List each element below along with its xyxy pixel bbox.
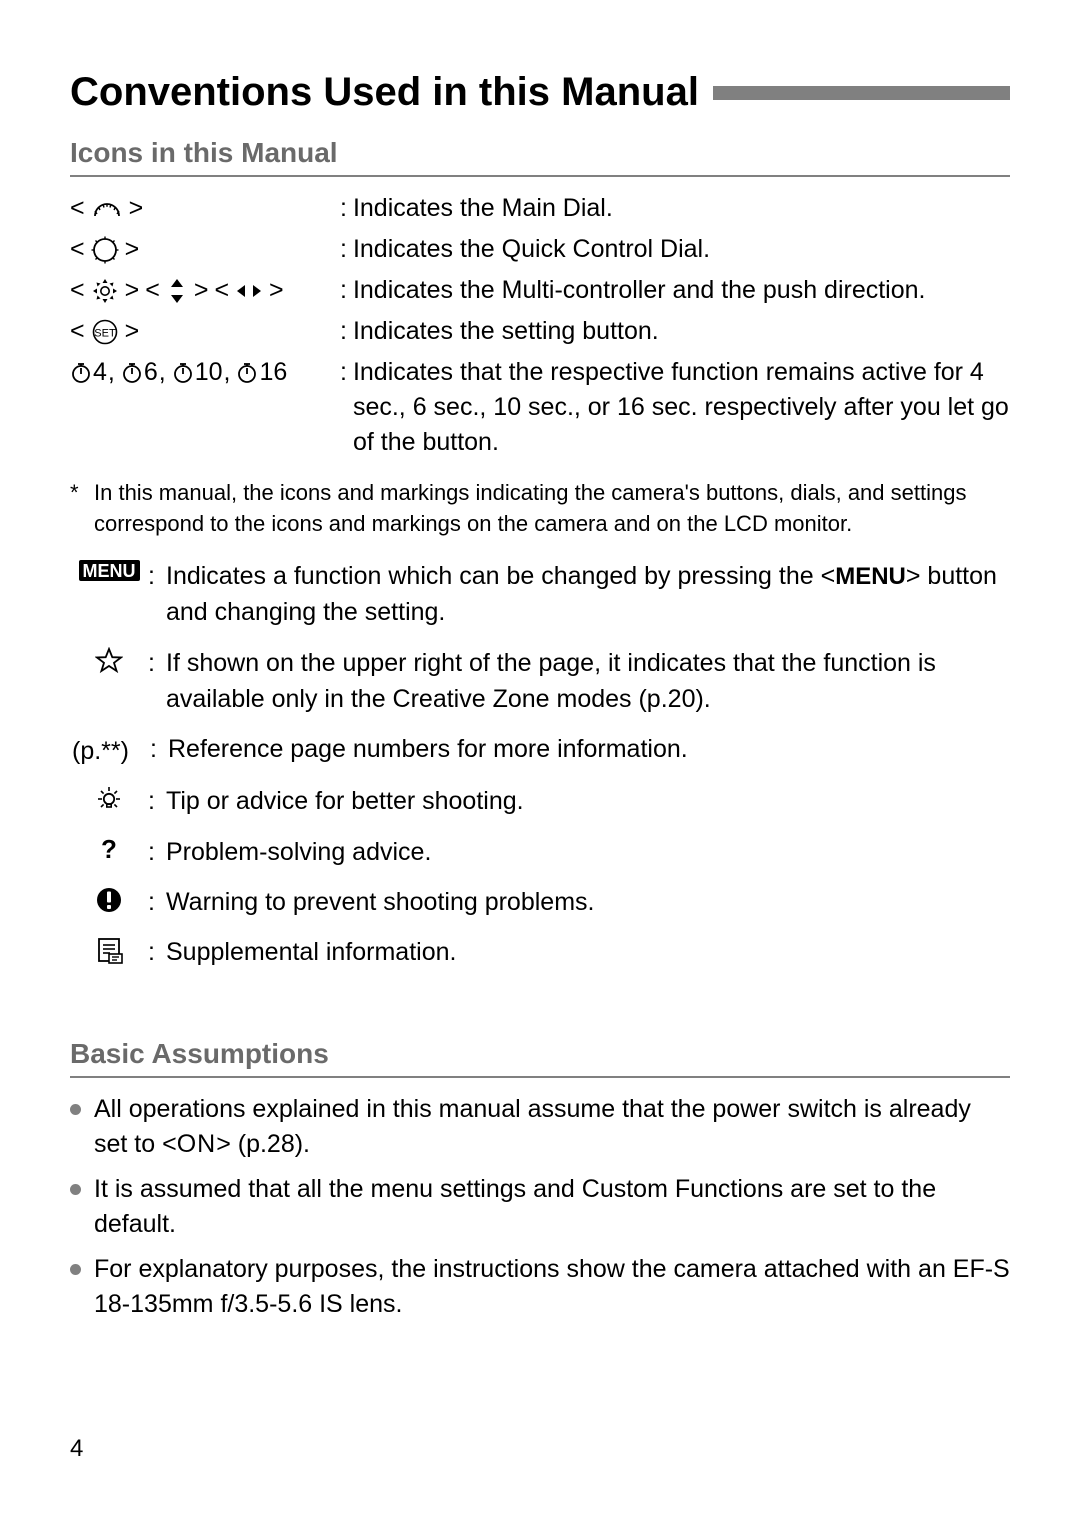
timer-label: 10: [195, 355, 223, 390]
sym-row-pageref: (p.**) : Reference page numbers for more…: [70, 731, 1010, 769]
footnote-text: In this manual, the icons and markings i…: [94, 478, 1010, 540]
star-icon: [95, 647, 123, 675]
def-desc: Indicates the setting button.: [353, 314, 1010, 349]
title-row: Conventions Used in this Manual: [70, 70, 1010, 115]
question-icon: [97, 836, 121, 864]
def-row-multi: < > < > < > : Indicates the Multi-contro…: [70, 273, 1010, 308]
timer-icon: [236, 361, 258, 385]
left-right-icon: [235, 280, 263, 302]
sym-desc: Supplemental information.: [166, 934, 1010, 970]
menu-icon: MENU: [79, 560, 140, 581]
assumptions-list: All operations explained in this manual …: [70, 1092, 1010, 1322]
bulb-icon: [95, 785, 123, 813]
main-dial-icon: [91, 198, 123, 220]
timer-icon: [121, 361, 143, 385]
on-glyph: ON: [177, 1130, 217, 1158]
note-icon: [95, 936, 123, 964]
sym-row-warning: : Warning to prevent shooting problems.: [70, 884, 1010, 920]
sym-desc: If shown on the upper right of the page,…: [166, 645, 1010, 718]
up-down-icon: [166, 277, 188, 305]
sym-row-star: : If shown on the upper right of the pag…: [70, 645, 1010, 718]
list-item: For explanatory purposes, the instructio…: [70, 1252, 1010, 1322]
def-row-timers: 4, 6, 10, 16 : Indicates that the respec…: [70, 355, 1010, 460]
page-number: 4: [70, 1435, 83, 1463]
warning-icon: [95, 886, 123, 914]
timer-label: 6: [144, 355, 158, 390]
page-title: Conventions Used in this Manual: [70, 70, 713, 115]
quick-control-dial-icon: [91, 236, 119, 264]
sym-desc: Problem-solving advice.: [166, 834, 1010, 870]
def-row-set: < > : Indicates the setting button.: [70, 314, 1010, 349]
timer-label: 4: [93, 355, 107, 390]
sym-desc: Warning to prevent shooting problems.: [166, 884, 1010, 920]
sym-desc: Tip or advice for better shooting.: [166, 783, 1010, 819]
sym-row-tip: : Tip or advice for better shooting.: [70, 783, 1010, 819]
def-desc: Indicates the Main Dial.: [353, 191, 1010, 226]
subheading-icons: Icons in this Manual: [70, 137, 1010, 177]
def-desc: Indicates that the respective function r…: [353, 355, 1010, 460]
sym-desc: Indicates a function which can be change…: [166, 558, 1010, 631]
sym-row-supplemental: : Supplemental information.: [70, 934, 1010, 970]
def-desc: Indicates the Quick Control Dial.: [353, 232, 1010, 267]
manual-page: Conventions Used in this Manual Icons in…: [0, 0, 1080, 1521]
def-row-main-dial: < > : Indicates the Main Dial.: [70, 191, 1010, 226]
timer-label: 16: [259, 355, 287, 390]
sym-desc: Reference page numbers for more informat…: [168, 731, 1010, 767]
multi-controller-icon: [91, 277, 119, 305]
page-ref-label: (p.**): [72, 733, 129, 769]
set-button-icon: [91, 318, 119, 346]
def-row-qcd: < > : Indicates the Quick Control Dial.: [70, 232, 1010, 267]
list-item: All operations explained in this manual …: [70, 1092, 1010, 1162]
title-rule: [713, 86, 1010, 100]
footnote: * In this manual, the icons and markings…: [70, 478, 1010, 540]
def-desc: Indicates the Multi-controller and the p…: [353, 273, 1010, 308]
sym-row-menu: MENU : Indicates a function which can be…: [70, 558, 1010, 631]
timer-icon: [70, 361, 92, 385]
timer-icon: [172, 361, 194, 385]
sym-row-problem: : Problem-solving advice.: [70, 834, 1010, 870]
list-item: It is assumed that all the menu settings…: [70, 1172, 1010, 1242]
subheading-assumptions: Basic Assumptions: [70, 1038, 1010, 1078]
